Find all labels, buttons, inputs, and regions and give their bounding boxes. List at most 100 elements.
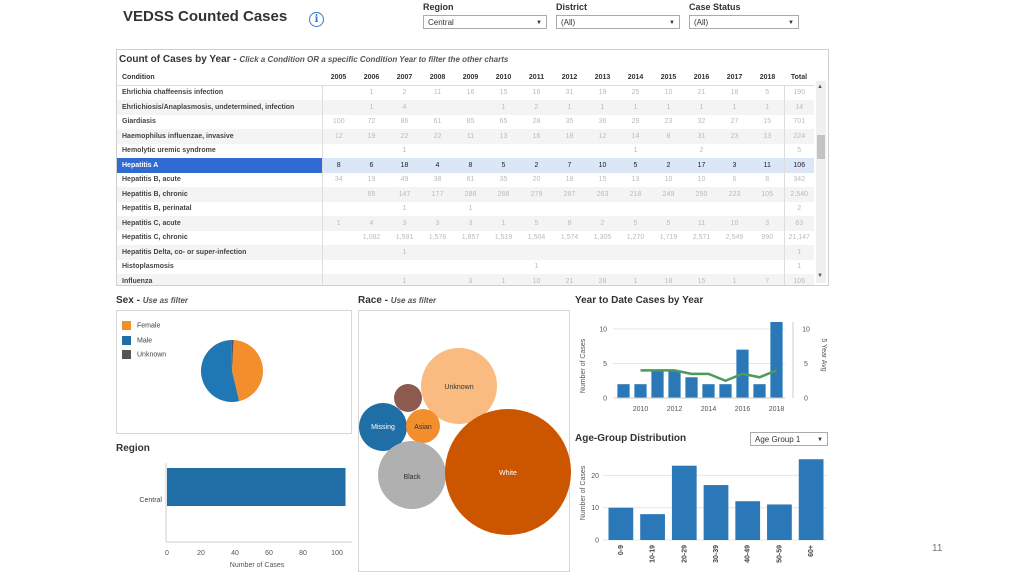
year-cell[interactable]: 49	[400, 176, 409, 184]
year-cell[interactable]: 1,305	[593, 234, 612, 242]
year-cell[interactable]: 2	[699, 147, 704, 155]
year-cell[interactable]	[751, 144, 784, 159]
year-cell[interactable]	[685, 202, 718, 217]
year-cell[interactable]: 1	[355, 100, 388, 115]
year-cell[interactable]: 12	[322, 129, 355, 144]
table-row[interactable]: Haemophilus influenzae, invasive 12 19 22 22…	[117, 129, 814, 144]
scroll-down-icon[interactable]: ▼	[817, 273, 823, 279]
year-cell[interactable]: 22	[421, 129, 454, 144]
year-cell[interactable]: 16	[520, 129, 553, 144]
year-cell[interactable]: 287	[553, 187, 586, 202]
table-scrollbar[interactable]	[816, 81, 826, 283]
table-scroll-thumb[interactable]	[817, 135, 825, 159]
year-cell[interactable]: 18	[730, 89, 739, 97]
table-row[interactable]: Hepatitis C, acute 1 4 3 3 3 1 5 8 2 5 5 11 10 3 63	[117, 216, 814, 231]
bubble-other[interactable]	[394, 384, 422, 412]
total-cell[interactable]: 2,540	[783, 187, 814, 202]
year-cell[interactable]: 8	[652, 129, 685, 144]
year-cell[interactable]: 263	[586, 187, 619, 202]
condition-cell[interactable]: Hepatitis Delta, co- or super-infection	[117, 245, 323, 260]
year-cell[interactable]	[553, 202, 586, 217]
year-cell[interactable]: 2,571	[692, 234, 711, 242]
ytd-bar-2011[interactable]	[651, 370, 664, 398]
year-cell[interactable]: 1,270	[626, 234, 645, 242]
year-cell[interactable]	[520, 245, 553, 260]
info-icon[interactable]: i	[309, 12, 324, 27]
age-bar-30-39[interactable]	[703, 485, 729, 540]
year-cell[interactable]: 1	[322, 216, 355, 231]
year-cell[interactable]: 10	[664, 89, 673, 97]
year-cell[interactable]	[553, 245, 586, 260]
year-cell[interactable]: 29	[631, 118, 640, 126]
year-cell[interactable]: 23	[664, 118, 673, 126]
ytd-bar-2018[interactable]	[770, 322, 783, 398]
year-cell[interactable]: 223	[718, 187, 751, 202]
year-cell[interactable]: 2	[652, 158, 685, 173]
year-cell[interactable]: 5	[652, 216, 685, 231]
year-cell[interactable]: 1	[633, 147, 638, 155]
year-cell[interactable]: 65	[499, 118, 508, 126]
year-cell[interactable]	[355, 274, 388, 285]
year-cell[interactable]	[454, 245, 487, 260]
year-cell[interactable]: 1	[619, 274, 652, 285]
year-cell[interactable]: 16	[466, 89, 475, 97]
year-cell[interactable]: 4	[388, 100, 421, 115]
pie-slice-unknown[interactable]	[231, 340, 234, 371]
year-cell[interactable]: 86	[400, 118, 409, 126]
year-cell[interactable]	[355, 245, 388, 260]
table-row[interactable]: Hepatitis B, perinatal 1 1 2	[117, 201, 814, 217]
table-row[interactable]: Hepatitis B, chronic 65 147 177 288 288 279 287…	[117, 187, 814, 202]
condition-cell[interactable]: Hemolytic uremic syndrome	[117, 143, 323, 158]
condition-cell[interactable]: Ehrlichia chaffeensis infection	[117, 85, 323, 100]
total-cell[interactable]: 14	[783, 100, 814, 115]
ytd-bar-2014[interactable]	[702, 384, 715, 398]
ytd-bar-2010[interactable]	[634, 384, 647, 398]
year-cell[interactable]: 35	[499, 176, 508, 184]
ytd-bar-2017[interactable]	[753, 384, 766, 398]
bubble-white[interactable]	[445, 409, 571, 535]
year-cell[interactable]: 18	[553, 129, 586, 144]
year-cell[interactable]: 61	[466, 176, 475, 184]
year-cell[interactable]: 1,576	[428, 234, 447, 242]
year-cell[interactable]: 11	[751, 158, 784, 173]
year-cell[interactable]: 1	[553, 100, 586, 115]
year-cell[interactable]: 1	[468, 205, 473, 213]
district-filter-select[interactable]: (All) ▼	[556, 15, 680, 29]
year-cell[interactable]: 1	[619, 100, 652, 115]
year-cell[interactable]: 3	[454, 274, 487, 285]
condition-cell[interactable]: Hepatitis A	[117, 158, 323, 173]
year-cell[interactable]: 4	[421, 158, 454, 173]
year-cell[interactable]: 19	[355, 129, 388, 144]
year-cell[interactable]	[487, 144, 520, 159]
year-cell[interactable]: 1,519	[494, 234, 513, 242]
year-cell[interactable]: 2	[520, 158, 553, 173]
condition-cell[interactable]: Ehrlichiosis/Anaplasmosis, undetermined,…	[117, 100, 323, 115]
pie-slice-male[interactable]	[200, 340, 240, 402]
table-row[interactable]: Histoplasmosis 1 1	[117, 259, 814, 275]
year-cell[interactable]	[421, 100, 454, 115]
year-cell[interactable]	[421, 245, 454, 260]
year-cell[interactable]: 4	[355, 216, 388, 231]
year-cell[interactable]: 990	[761, 234, 774, 242]
year-cell[interactable]: 1	[652, 100, 685, 115]
year-cell[interactable]: 11	[433, 89, 442, 97]
year-cell[interactable]	[718, 144, 751, 159]
table-row[interactable]: Influenza 1 3 1 10 21 28 1 18 15 1 7 106	[117, 274, 814, 285]
year-cell[interactable]	[685, 245, 718, 260]
year-cell[interactable]: 10	[586, 158, 619, 173]
legend-female[interactable]: Female	[122, 321, 160, 330]
year-cell[interactable]	[322, 245, 355, 260]
year-cell[interactable]: 15	[598, 176, 607, 184]
year-cell[interactable]: 7	[751, 274, 784, 285]
bubble-black[interactable]	[378, 441, 446, 509]
year-cell[interactable]	[685, 260, 718, 275]
year-cell[interactable]: 32	[697, 118, 706, 126]
year-cell[interactable]	[520, 144, 553, 159]
age-bar-50-59[interactable]	[767, 504, 792, 540]
year-cell[interactable]: 28	[532, 118, 541, 126]
year-cell[interactable]	[355, 202, 388, 217]
total-cell[interactable]: 21,147	[783, 230, 814, 245]
year-cell[interactable]: 13	[631, 176, 640, 184]
year-cell[interactable]	[322, 187, 355, 202]
year-cell[interactable]: 34	[334, 176, 343, 184]
